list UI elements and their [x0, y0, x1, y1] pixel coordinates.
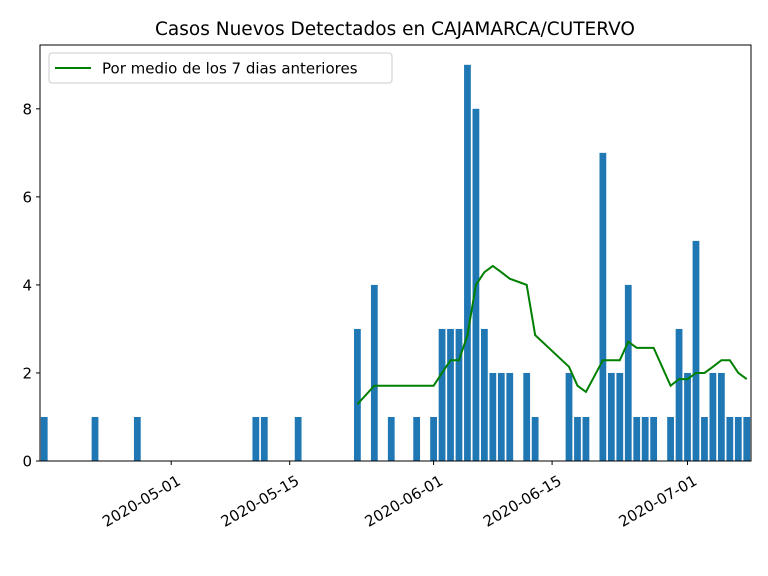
bar — [294, 416, 302, 461]
x-tick-label: 2020-05-01 — [99, 472, 184, 531]
y-tick-label: 2 — [22, 364, 32, 382]
y-tick-label: 6 — [22, 188, 32, 206]
bar — [260, 416, 268, 461]
bar — [354, 328, 361, 461]
plot-background — [40, 45, 751, 461]
bar — [489, 372, 497, 461]
bar — [709, 372, 717, 461]
bar — [717, 372, 725, 461]
bar — [641, 416, 649, 461]
legend-label: Por medio de los 7 dias anteriores — [102, 60, 358, 78]
bar — [624, 284, 632, 461]
bar — [726, 416, 734, 461]
x-axis: 2020-05-01 2020-05-15 2020-06-01 2020-06-15… — [99, 461, 700, 531]
bar — [743, 416, 751, 461]
y-tick-label: 0 — [22, 453, 32, 471]
x-tick-label: 2020-06-15 — [480, 472, 565, 531]
bar — [692, 240, 700, 461]
bar — [430, 416, 437, 461]
plot-frame — [39, 44, 752, 462]
bar — [675, 328, 683, 461]
y-axis: 0 2 4 6 8 — [22, 100, 40, 471]
x-tick-label: 2020-05-15 — [218, 472, 303, 531]
bar — [497, 372, 505, 461]
bar — [633, 416, 641, 461]
bar — [91, 416, 99, 461]
bar — [574, 416, 581, 461]
legend-box — [48, 52, 393, 84]
x-tick-label: 2020-06-01 — [362, 472, 447, 531]
y-tick-label: 8 — [22, 100, 32, 118]
bar — [701, 416, 708, 461]
legend: Por medio de los 7 dias anteriores — [48, 52, 393, 84]
bar — [599, 152, 607, 461]
bar — [455, 328, 463, 461]
bar — [616, 372, 624, 461]
bar — [480, 328, 488, 461]
bar — [523, 372, 531, 461]
bar — [506, 372, 514, 461]
bar — [684, 372, 691, 461]
bar — [447, 328, 454, 461]
bar — [582, 416, 590, 461]
bar — [252, 416, 260, 461]
bar — [734, 416, 742, 461]
bar — [464, 64, 471, 461]
bar — [387, 416, 395, 461]
bar — [370, 284, 378, 461]
bar — [438, 328, 446, 461]
bar — [40, 416, 48, 461]
bar — [565, 372, 573, 461]
plot-area — [39, 44, 752, 462]
y-tick-label: 4 — [22, 276, 32, 294]
x-tick-label: 2020-07-01 — [616, 472, 701, 531]
bar — [413, 416, 421, 461]
bar — [607, 372, 615, 461]
chart-title: Casos Nuevos Detectados en CAJAMARCA/CUT… — [155, 19, 635, 40]
bar — [650, 416, 658, 461]
moving-average-line — [356, 264, 748, 405]
bar — [667, 416, 674, 461]
bar — [531, 416, 539, 461]
bar — [133, 416, 141, 461]
